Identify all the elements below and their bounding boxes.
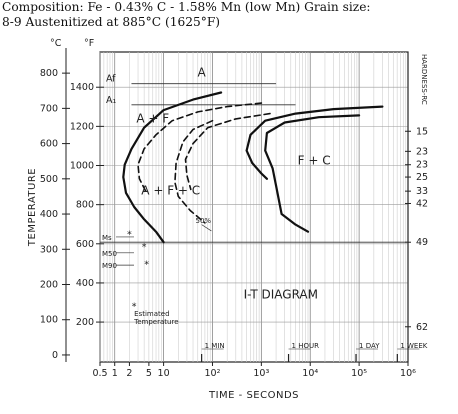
estimated-point: * — [142, 242, 147, 253]
fahrenheit-tick-label: 600 — [76, 239, 94, 250]
x-tick-label: 5 — [146, 368, 152, 379]
af-label: Af — [106, 74, 116, 85]
martensite-label: M90 — [102, 262, 117, 270]
hardness-value: 33 — [416, 186, 428, 197]
transformation-curve-3 — [264, 114, 361, 233]
region-label: A + F + C — [141, 184, 200, 198]
header-line-1: Composition: Fe - 0.43% C - 1.58% Mn (lo… — [2, 0, 371, 14]
hardness-value: 23 — [416, 146, 428, 157]
fahrenheit-unit-label: °F — [84, 38, 94, 49]
x-axis-title: TIME - SECONDS — [208, 390, 299, 401]
celsius-tick-label: 500 — [40, 174, 58, 185]
x-tick-label: 1 — [112, 368, 118, 379]
time-marker-label: 1 DAY — [359, 342, 380, 350]
region-label: A — [198, 66, 207, 80]
fahrenheit-tick-label: 1000 — [70, 161, 94, 172]
x-tick-label: 10⁶ — [400, 368, 416, 379]
hardness-value: 42 — [416, 198, 428, 209]
x-tick-label: 10⁵ — [351, 368, 367, 379]
celsius-tick-label: 800 — [40, 68, 58, 79]
x-tick-label: 10² — [205, 368, 221, 379]
time-marker-label: 1 MIN — [205, 342, 225, 350]
fahrenheit-tick-label: 200 — [76, 317, 94, 328]
hardness-value: 25 — [416, 172, 428, 183]
time-marker-label: 1 HOUR — [292, 342, 320, 350]
hardness-value: 15 — [416, 126, 428, 137]
fahrenheit-tick-label: 800 — [76, 200, 94, 211]
celsius-tick-label: 700 — [40, 103, 58, 114]
transformation-curve-2 — [245, 105, 384, 180]
x-tick-label: 10 — [158, 368, 170, 379]
hardness-value: 62 — [416, 322, 428, 333]
x-tick-label: 0.5 — [92, 368, 107, 379]
celsius-unit-label: °C — [50, 38, 62, 49]
martensite-label: Ms — [102, 234, 112, 242]
a1-label: A₁ — [106, 95, 116, 106]
header-line-2: 8-9 Austenitized at 885°C (1625°F) — [2, 15, 221, 29]
chart-header: Composition: Fe - 0.43% C - 1.58% Mn (lo… — [0, 0, 458, 30]
fifty-percent-pointer — [201, 224, 212, 232]
x-tick-label: 10³ — [253, 368, 269, 379]
estimated-point: * — [132, 302, 137, 313]
celsius-tick-label: 300 — [40, 244, 58, 255]
estimated-point: * — [127, 229, 132, 240]
celsius-tick-label: 600 — [40, 139, 58, 150]
celsius-tick-label: 0 — [52, 350, 58, 361]
hardness-value: 23 — [416, 160, 428, 171]
time-marker-label: 1 WEEK — [400, 342, 427, 350]
y-axis-title: TEMPERATURE — [27, 168, 38, 247]
transformation-curve-4 — [184, 112, 271, 191]
transformation-curve-5 — [174, 119, 214, 224]
fahrenheit-tick-label: 400 — [76, 278, 94, 289]
x-tick-label: 10⁴ — [302, 368, 318, 379]
region-label: F + C — [298, 154, 331, 168]
estimated-point: * — [144, 259, 149, 270]
legend-text-1: Estimated — [134, 310, 169, 318]
transformation-curve-1 — [137, 102, 263, 194]
legend-text-2: Temperature — [133, 318, 178, 326]
martensite-label: M50 — [102, 250, 117, 258]
fahrenheit-tick-label: 1400 — [70, 82, 94, 93]
celsius-tick-label: 400 — [40, 209, 58, 220]
hardness-value: 49 — [416, 237, 428, 248]
fahrenheit-tick-label: 1200 — [70, 121, 94, 132]
region-label: A + F — [136, 111, 169, 125]
celsius-tick-label: 200 — [40, 280, 58, 291]
region-label: I-T DIAGRAM — [244, 288, 318, 302]
transformation-curve-0 — [122, 91, 223, 244]
celsius-tick-label: 100 — [40, 315, 58, 326]
fifty-percent-label: 50% — [196, 217, 212, 225]
hardness-axis-title: HARDNESS-RC — [420, 54, 428, 105]
x-tick-label: 2 — [126, 368, 132, 379]
